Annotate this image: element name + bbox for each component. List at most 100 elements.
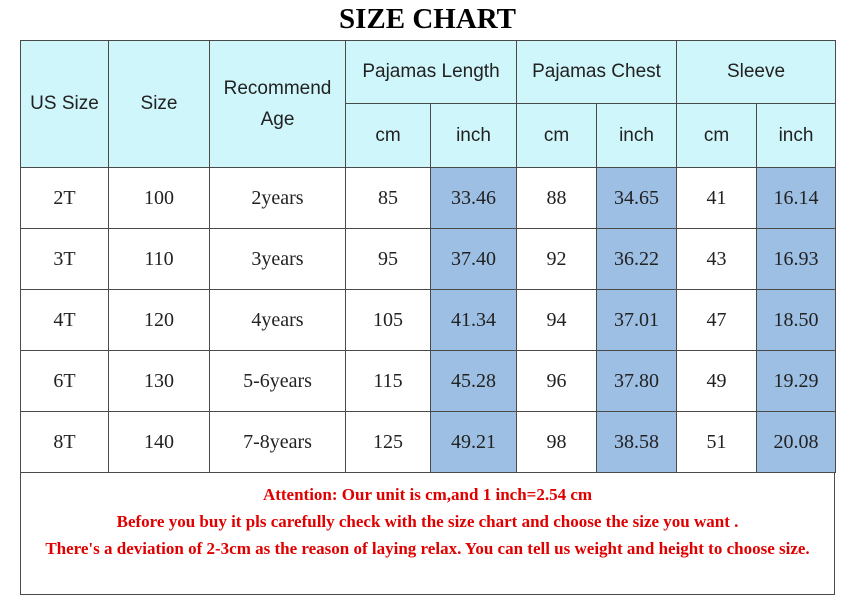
data-cell: 34.65 (596, 167, 677, 229)
data-cell-text: 4T (53, 308, 76, 331)
data-cell-text: 45.28 (451, 369, 496, 392)
data-cell-text: 92 (546, 247, 567, 270)
data-cell-text: 140 (144, 430, 174, 453)
data-cell: 16.93 (756, 228, 836, 290)
data-cell-text: 38.58 (614, 430, 659, 453)
data-cell-text: 6T (53, 369, 76, 392)
data-cell-text: 8T (53, 430, 76, 453)
data-cell: 47 (676, 289, 757, 351)
data-cell-text: 16.14 (773, 186, 819, 209)
data-cell: 43 (676, 228, 757, 290)
data-cell: 19.29 (756, 350, 836, 412)
data-cell: 125 (345, 411, 431, 473)
data-cell: 16.14 (756, 167, 836, 229)
data-cell: 3T (20, 228, 109, 290)
data-cell-text: 47 (706, 308, 727, 331)
data-cell: 85 (345, 167, 431, 229)
data-cell-text: 3T (53, 247, 76, 270)
note-line: Attention: Our unit is cm,and 1 inch=2.5… (262, 485, 593, 504)
unit-cell-text: cm (703, 124, 730, 146)
data-cell: 3years (209, 228, 346, 290)
unit-cell-text: inch (456, 124, 491, 146)
data-cell-text: 37.40 (451, 247, 496, 270)
data-cell: 100 (108, 167, 210, 229)
data-cell: 33.46 (430, 167, 517, 229)
data-cell-text: 2T (53, 186, 76, 209)
notes: Attention: Our unit is cm,and 1 inch=2.5… (20, 472, 835, 595)
data-cell-text: 2years (251, 186, 304, 209)
header-cell: US Size (20, 40, 109, 168)
data-cell-text: 130 (144, 369, 174, 392)
data-cell-text: 5-6years (243, 369, 312, 392)
data-cell-text: 33.46 (451, 186, 496, 209)
data-cell-text: 4years (251, 308, 304, 331)
note-line: Before you buy it pls carefully check wi… (116, 512, 739, 531)
data-cell: 41.34 (430, 289, 517, 351)
unit-cell: cm (676, 103, 757, 168)
header-group: Pajamas Chest (516, 40, 677, 104)
data-cell: 4T (20, 289, 109, 351)
unit-cell: cm (345, 103, 431, 168)
data-cell: 38.58 (596, 411, 677, 473)
unit-cell: cm (516, 103, 597, 168)
data-cell-text: 37.80 (614, 369, 659, 392)
data-cell-text: 20.08 (773, 430, 819, 453)
data-cell: 94 (516, 289, 597, 351)
data-cell-text: 94 (546, 308, 567, 331)
data-cell: 95 (345, 228, 431, 290)
data-cell-text: 41.34 (451, 308, 496, 331)
header-cell: Size (108, 40, 210, 168)
data-cell: 51 (676, 411, 757, 473)
data-cell: 88 (516, 167, 597, 229)
data-cell: 5-6years (209, 350, 346, 412)
header-group-text: Sleeve (726, 61, 786, 82)
header-group: Pajamas Length (345, 40, 517, 104)
data-cell: 36.22 (596, 228, 677, 290)
data-cell-text: 16.93 (773, 247, 819, 270)
data-cell: 6T (20, 350, 109, 412)
header-group: Sleeve (676, 40, 836, 104)
data-cell-text: 36.22 (614, 247, 659, 270)
data-cell: 8T (20, 411, 109, 473)
data-cell: 92 (516, 228, 597, 290)
header-group-text: Pajamas Chest (532, 61, 661, 82)
data-cell-text: 100 (144, 186, 174, 209)
data-cell-text: 51 (706, 430, 727, 453)
header-cell-text: Recommend Age (223, 78, 332, 130)
data-cell: 2T (20, 167, 109, 229)
data-cell-text: 49.21 (451, 430, 496, 453)
data-cell: 140 (108, 411, 210, 473)
data-cell-text: 98 (546, 430, 567, 453)
note-line: There's a deviation of 2-3cm as the reas… (45, 539, 810, 558)
data-cell: 41 (676, 167, 757, 229)
unit-cell-text: inch (778, 124, 814, 146)
data-cell: 110 (108, 228, 210, 290)
data-cell-text: 120 (144, 308, 174, 331)
data-cell: 7-8years (209, 411, 346, 473)
data-cell-text: 3years (251, 247, 304, 270)
data-cell-text: 37.01 (614, 308, 659, 331)
data-cell-text: 49 (706, 369, 727, 392)
data-cell: 130 (108, 350, 210, 412)
header-cell-text: Size (140, 93, 178, 114)
data-cell-text: 125 (373, 430, 403, 453)
data-cell-text: 110 (144, 247, 174, 270)
data-cell-text: 85 (378, 186, 398, 209)
data-cell-text: 7-8years (243, 430, 312, 453)
data-cell: 4years (209, 289, 346, 351)
unit-cell: inch (430, 103, 517, 168)
data-cell: 37.40 (430, 228, 517, 290)
data-cell: 37.80 (596, 350, 677, 412)
data-cell: 105 (345, 289, 431, 351)
data-cell-text: 88 (546, 186, 567, 209)
header-group-text: Pajamas Length (362, 61, 500, 82)
data-cell: 49 (676, 350, 757, 412)
unit-cell: inch (756, 103, 836, 168)
data-cell: 18.50 (756, 289, 836, 351)
header-cell-text: US Size (30, 93, 99, 114)
data-cell: 120 (108, 289, 210, 351)
header-cell: Recommend Age (209, 40, 346, 168)
data-cell: 2years (209, 167, 346, 229)
data-cell-text: 105 (373, 308, 403, 331)
data-cell: 96 (516, 350, 597, 412)
